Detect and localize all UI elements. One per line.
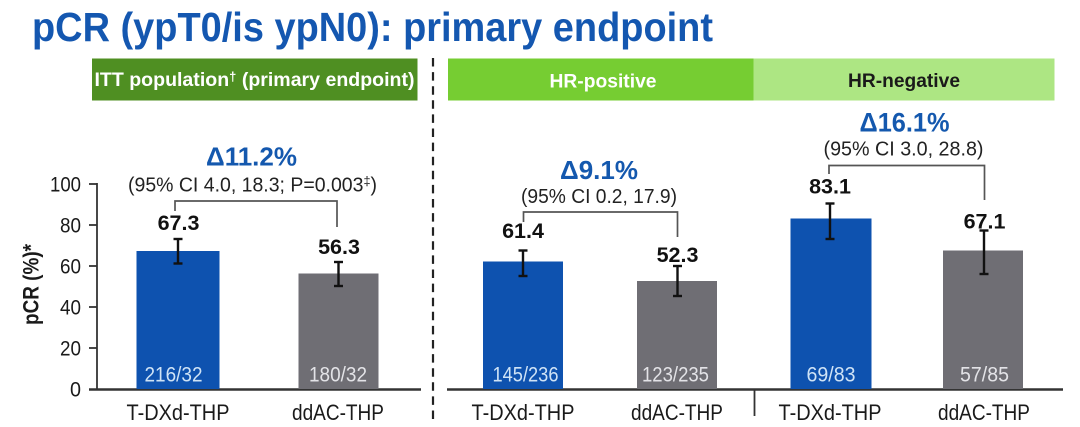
svg-text:Δ9.1%: Δ9.1% bbox=[560, 155, 638, 185]
svg-text:69/83: 69/83 bbox=[807, 364, 856, 387]
svg-text:57/85: 57/85 bbox=[960, 364, 1009, 387]
svg-text:180/32: 180/32 bbox=[309, 364, 367, 387]
svg-text:52.3: 52.3 bbox=[657, 243, 699, 267]
svg-text:83.1: 83.1 bbox=[809, 175, 851, 199]
svg-text:Δ11.2%: Δ11.2% bbox=[206, 142, 297, 172]
svg-text:40: 40 bbox=[60, 297, 81, 320]
svg-text:0: 0 bbox=[70, 379, 81, 402]
svg-text:Δ16.1%: Δ16.1% bbox=[860, 108, 950, 138]
svg-text:pCR (%)*: pCR (%)* bbox=[19, 244, 44, 325]
svg-text:HR-negative: HR-negative bbox=[848, 70, 960, 92]
svg-text:T-DXd-THP: T-DXd-THP bbox=[472, 400, 575, 425]
svg-text:61.4: 61.4 bbox=[502, 219, 544, 243]
svg-text:60: 60 bbox=[60, 256, 81, 279]
svg-text:(95% CI 3.0, 28.8): (95% CI 3.0, 28.8) bbox=[824, 139, 984, 161]
svg-text:HR-positive: HR-positive bbox=[550, 71, 657, 93]
svg-text:pCR (ypT0/is ypN0): primary en: pCR (ypT0/is ypN0): primary endpoint bbox=[32, 4, 713, 50]
svg-text:123/235: 123/235 bbox=[642, 364, 709, 387]
svg-text:67.3: 67.3 bbox=[158, 211, 200, 235]
svg-text:100: 100 bbox=[50, 174, 81, 197]
svg-text:(95% CI 4.0, 18.3; P=0.003‡): (95% CI 4.0, 18.3; P=0.003‡) bbox=[128, 174, 377, 197]
svg-text:216/32: 216/32 bbox=[145, 364, 203, 387]
svg-text:ITT population† (primary endpo: ITT population† (primary endpoint) bbox=[95, 69, 415, 91]
svg-text:67.1: 67.1 bbox=[964, 210, 1006, 234]
svg-text:ddAC-THP: ddAC-THP bbox=[631, 400, 723, 425]
svg-text:145/236: 145/236 bbox=[493, 364, 559, 387]
svg-text:ddAC-THP: ddAC-THP bbox=[938, 400, 1030, 425]
svg-text:20: 20 bbox=[60, 338, 81, 361]
svg-text:80: 80 bbox=[60, 215, 81, 238]
svg-text:(95% CI 0.2, 17.9): (95% CI 0.2, 17.9) bbox=[521, 186, 677, 208]
svg-text:T-DXd-THP: T-DXd-THP bbox=[779, 400, 882, 425]
svg-text:ddAC-THP: ddAC-THP bbox=[292, 400, 384, 425]
svg-text:T-DXd-THP: T-DXd-THP bbox=[127, 400, 230, 425]
svg-text:56.3: 56.3 bbox=[318, 235, 360, 259]
